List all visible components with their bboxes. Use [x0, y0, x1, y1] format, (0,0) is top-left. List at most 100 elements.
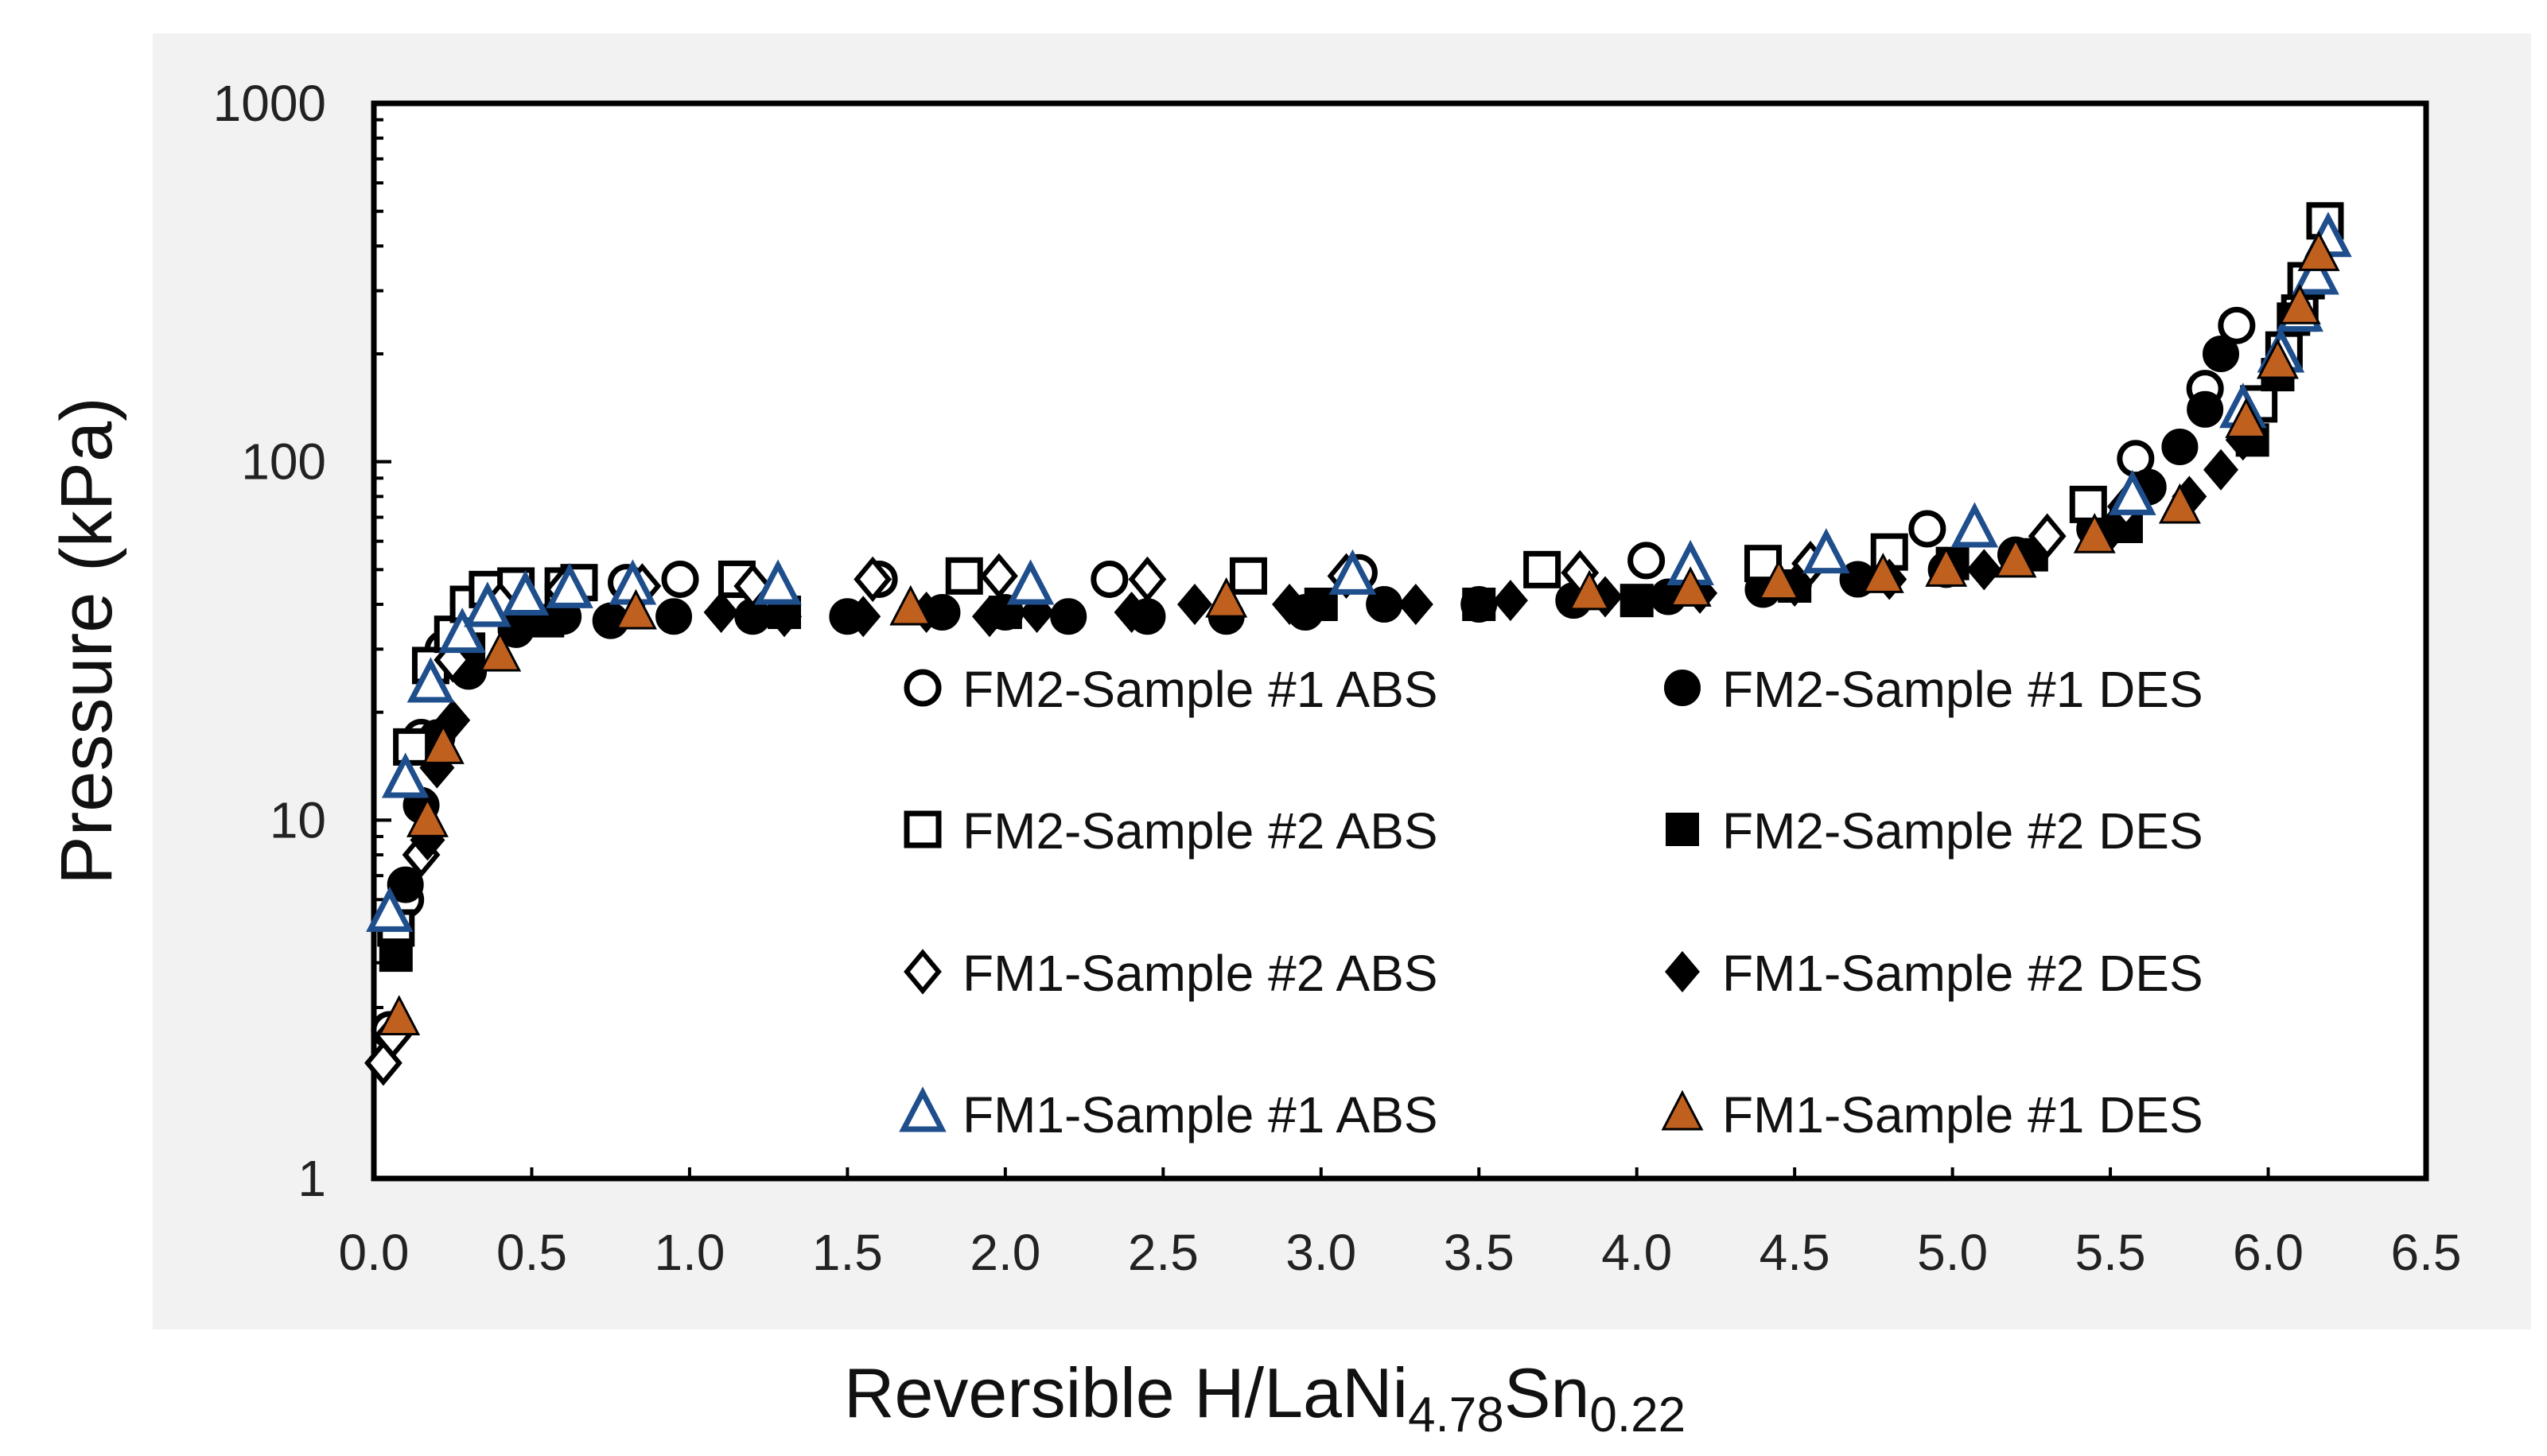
x-tick-label: 6.0	[2233, 1224, 2304, 1281]
legend-item: FM2-Sample #2 ABS	[904, 802, 1438, 860]
data-point	[767, 596, 802, 638]
legend-label: FM1-Sample #1 ABS	[962, 1086, 1438, 1143]
x-axis-title-sub1: 4.78	[1408, 1388, 1504, 1442]
data-point	[381, 752, 430, 798]
data-point	[479, 631, 522, 672]
x-tick-label: 0.0	[339, 1224, 410, 1281]
y-axis-tick-labels: 1 10 100 1000	[213, 75, 326, 1207]
data-point	[2158, 483, 2201, 524]
data-point	[1627, 542, 1666, 580]
data-point	[1091, 560, 1129, 598]
data-point	[1994, 537, 2037, 578]
legend-label: FM2-Sample #1 DES	[1722, 661, 2203, 718]
legend-label: FM2-Sample #2 DES	[1722, 802, 2203, 860]
data-point	[614, 588, 657, 630]
x-tick-label: 4.5	[1760, 1224, 1830, 1281]
data-point	[501, 569, 550, 615]
data-point	[1757, 559, 1800, 600]
x-tick-label: 2.5	[1128, 1224, 1199, 1281]
series-triangle-filled	[378, 231, 2340, 1035]
data-point	[972, 596, 1007, 638]
y-tick-label: 1000	[213, 75, 326, 132]
data-point	[393, 728, 431, 766]
y-tick-label: 1	[297, 1150, 326, 1207]
legend-label: FM1-Sample #2 ABS	[962, 945, 1438, 1002]
data-point	[2161, 429, 2199, 466]
y-tick-label: 100	[241, 433, 326, 491]
data-point	[1802, 528, 1850, 574]
data-point	[655, 598, 693, 635]
data-point	[1114, 592, 1149, 634]
data-point	[1966, 549, 2002, 591]
y-axis-title: Pressure (kPa)	[46, 397, 127, 885]
data-point	[1523, 550, 1561, 588]
data-point	[980, 553, 1018, 600]
legend-marker	[904, 949, 942, 995]
x-axis-title-sub2: 0.22	[1589, 1388, 1686, 1442]
data-point	[1398, 584, 1433, 626]
data-point	[889, 584, 932, 626]
legend-item: FM1-Sample #2 ABS	[904, 945, 1438, 1002]
legend-item: FM2-Sample #1 DES	[1664, 661, 2203, 718]
data-point	[1861, 553, 1904, 593]
legend-item: FM1-Sample #1 DES	[1661, 1086, 2203, 1143]
data-point	[2297, 231, 2340, 271]
legend-label: FM2-Sample #2 ABS	[962, 802, 1438, 860]
y-minor-ticks	[374, 102, 391, 1180]
data-point	[2292, 249, 2339, 295]
x-tick-label: 4.0	[1601, 1224, 1672, 1281]
data-point	[1620, 584, 1654, 618]
x-tick-label: 6.5	[2391, 1224, 2462, 1281]
data-point	[366, 886, 414, 932]
x-axis-title-mid: Sn	[1504, 1353, 1590, 1432]
data-point	[1006, 559, 1055, 605]
data-point	[703, 592, 739, 634]
data-point	[1568, 569, 1611, 611]
legend-marker	[904, 810, 942, 848]
legend-item: FM2-Sample #1 ABS	[904, 661, 1438, 718]
legend: FM2-Sample #1 ABS FM2-Sample #1 DES FM2-Sa…	[899, 661, 2203, 1143]
data-point	[2225, 398, 2268, 438]
data-point	[546, 562, 593, 608]
x-tick-label: 1.5	[812, 1224, 883, 1281]
data-point	[1908, 510, 1946, 548]
data-point	[854, 556, 892, 603]
legend-marker	[1666, 813, 1699, 846]
data-point	[945, 557, 983, 595]
x-axis-ticks	[372, 1167, 2428, 1178]
x-axis-title: Reversible H/LaNi4.78Sn0.22	[844, 1353, 1686, 1442]
legend-label: FM2-Sample #1 ABS	[962, 661, 1438, 718]
data-point	[1177, 584, 1212, 626]
x-tick-label: 5.0	[1917, 1224, 1988, 1281]
data-point	[2109, 469, 2156, 515]
data-point	[1205, 577, 1248, 618]
data-point	[422, 724, 465, 764]
legend-marker	[899, 1086, 947, 1132]
data-point	[1229, 557, 1267, 595]
data-point	[1128, 556, 1167, 603]
data-point	[2073, 512, 2116, 553]
data-point	[846, 596, 881, 638]
data-point	[1950, 502, 1999, 548]
data-point	[1272, 584, 1308, 626]
data-point	[2256, 338, 2299, 379]
legend-marker	[1664, 670, 1701, 706]
x-tick-label: 5.5	[2075, 1224, 2146, 1281]
legend-marker	[1661, 1089, 1704, 1131]
legend-item: FM1-Sample #1 ABS	[899, 1086, 1438, 1143]
data-point	[1328, 549, 1377, 595]
data-point	[2203, 336, 2239, 373]
data-point	[2278, 284, 2321, 324]
data-point	[1462, 588, 1496, 622]
legend-label: FM1-Sample #2 DES	[1722, 945, 2203, 1002]
x-tick-label: 1.0	[654, 1224, 725, 1281]
y-tick-label: 10	[270, 791, 326, 848]
data-series	[364, 202, 2352, 1086]
data-point	[1925, 546, 1968, 587]
data-point	[1492, 580, 1528, 622]
legend-marker	[1665, 951, 1700, 992]
x-tick-label: 2.0	[970, 1224, 1040, 1281]
x-axis-title-main: Reversible H/LaNi	[844, 1353, 1408, 1432]
legend-item: FM1-Sample #2 DES	[1665, 945, 2203, 1002]
